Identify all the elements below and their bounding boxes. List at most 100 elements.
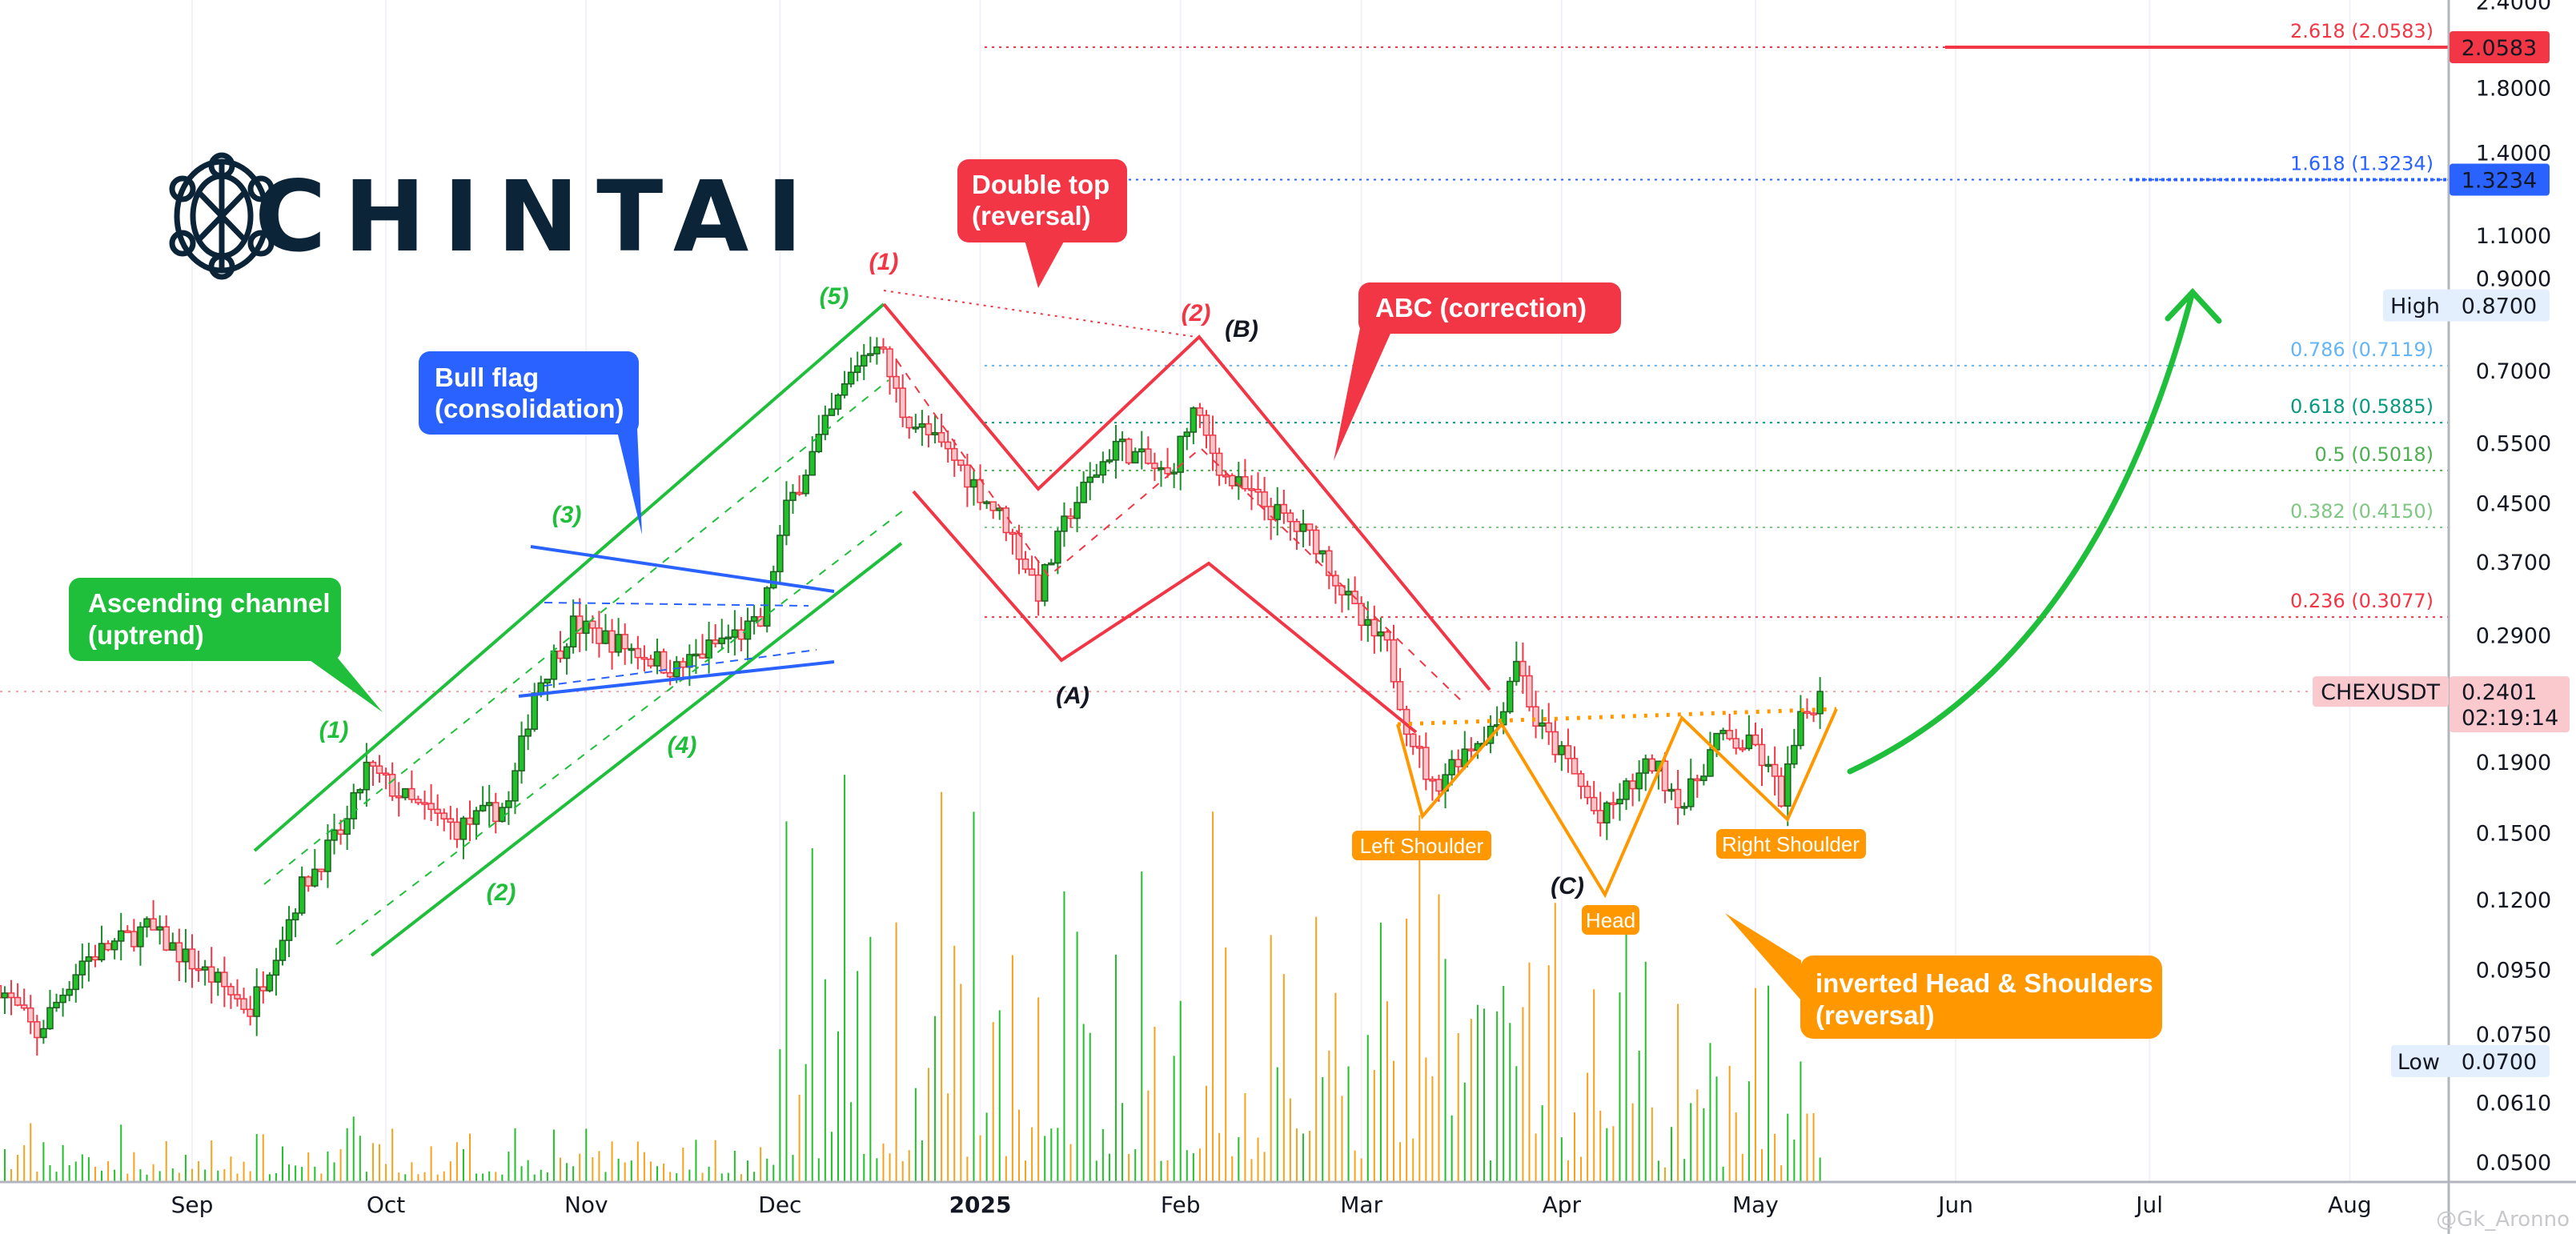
inverted-head-shoulders-callout[interactable]: inverted Head & Shoulders (reversal) — [1725, 913, 2162, 1039]
target-arrow — [1847, 287, 2222, 775]
candle-body — [1396, 681, 1404, 711]
candle-up — [311, 849, 319, 888]
candle-body — [737, 629, 745, 640]
time-tick-label: Nov — [564, 1192, 608, 1218]
candle-body — [66, 988, 73, 996]
candle-body — [899, 387, 906, 419]
candle-up — [1539, 709, 1546, 739]
price-axis-badges: 2.0583 1.3234 High 0.8700 Low 0.0700 CHEXUSDT 0… — [2313, 31, 2570, 1077]
logo-wordmark: CHINTAI — [255, 160, 821, 274]
time-axis[interactable]: Sep Oct Nov Dec 2025 Feb Mar Apr May Jun Jul Aug — [171, 1192, 2372, 1218]
candle-up — [1345, 578, 1352, 611]
candle-body — [750, 615, 758, 622]
time-tick-label: Aug — [2328, 1192, 2372, 1218]
candle-body — [279, 940, 287, 961]
candle-up — [776, 524, 784, 583]
candle-body — [1009, 531, 1017, 535]
candle-body — [1021, 558, 1029, 570]
candle-up — [809, 436, 816, 476]
candle-body — [1416, 746, 1423, 749]
candle-body — [531, 692, 538, 730]
candle-body — [1771, 763, 1779, 777]
price-axis-bg — [2450, 0, 2576, 1234]
candle-body — [1629, 780, 1636, 790]
callout-line-2: (reversal) — [972, 201, 1091, 230]
candle-body — [1138, 448, 1146, 453]
price-tick-label: 0.4500 — [2476, 492, 2551, 517]
candle-body — [117, 930, 125, 942]
candle-body — [331, 829, 338, 841]
candle-down — [453, 807, 461, 848]
candle-down — [227, 983, 235, 1009]
candle-body — [1726, 730, 1733, 739]
candle-up — [789, 483, 796, 515]
candle-down — [1777, 767, 1785, 808]
candle-body — [1145, 448, 1152, 464]
fib-price-badge — [2450, 31, 2550, 64]
candle-body — [1118, 439, 1126, 443]
candle-down — [1267, 497, 1274, 540]
candle-up — [1719, 727, 1727, 741]
candle-down — [1526, 665, 1533, 711]
candle-body — [143, 918, 150, 928]
candle-body — [421, 802, 428, 805]
candle-up — [1086, 462, 1093, 501]
ascending-channel-callout[interactable]: Ascending channel (uptrend) — [69, 578, 383, 712]
candle-up — [821, 405, 829, 441]
price-tick-label: 0.7000 — [2476, 359, 2551, 384]
time-tick-label: Sep — [171, 1192, 214, 1218]
time-tick-label: Jun — [1936, 1192, 1973, 1218]
chintai-logo: CHINTAI — [169, 152, 821, 280]
candle-body — [608, 630, 616, 653]
abc-correction-channel[interactable] — [882, 290, 1491, 734]
candle-down — [1804, 698, 1811, 719]
candle-up — [285, 906, 293, 958]
inverted-head-shoulders[interactable] — [1396, 707, 1838, 899]
last-price-value: 0.2401 — [2462, 680, 2537, 705]
candle-down — [415, 795, 422, 806]
candle-down — [150, 899, 157, 931]
candle-up — [1764, 755, 1772, 773]
candle-body — [1661, 760, 1669, 791]
candle-down — [124, 925, 131, 934]
candle-body — [272, 960, 280, 976]
price-axis[interactable]: 2.4000 1.8000 1.4000 1.1000 0.9000 0.7000 0.55… — [2476, 0, 2551, 1176]
ascending-channel[interactable] — [253, 302, 907, 957]
candle-up — [459, 815, 467, 859]
candle-down — [1771, 746, 1779, 796]
candle-up — [1061, 502, 1068, 547]
bull-flag-pattern[interactable] — [518, 545, 835, 698]
candle-down — [1545, 703, 1552, 745]
candle-down — [1202, 410, 1210, 449]
low-value: 0.0700 — [2462, 1050, 2537, 1075]
candle-down — [1215, 447, 1223, 487]
candle-down — [234, 979, 241, 1007]
low-badge — [2391, 1044, 2550, 1077]
candle-body — [447, 818, 455, 823]
candle-body — [699, 653, 706, 659]
candle-body — [861, 355, 868, 367]
price-tick-label: 1.8000 — [2476, 76, 2551, 101]
candle-body — [1242, 476, 1249, 490]
candle-up — [763, 586, 771, 633]
price-tick-label: 0.9000 — [2476, 267, 2551, 292]
fib-label: 0.236 (0.3077) — [2290, 590, 2434, 612]
candle-up — [1, 986, 9, 1015]
price-tick-label: 0.5500 — [2476, 432, 2551, 457]
candle-down — [492, 792, 500, 834]
candle-body — [91, 956, 99, 961]
candle-down — [1370, 605, 1378, 654]
abc-callout[interactable]: ABC (correction) — [1334, 282, 1621, 461]
candle-body — [1667, 788, 1675, 792]
candle-up — [1364, 601, 1371, 643]
candle-body — [215, 972, 222, 983]
candle-body — [1642, 758, 1649, 774]
candle-body — [499, 807, 506, 823]
candle-up — [750, 605, 758, 635]
candle-body — [576, 615, 584, 635]
candle-body — [1061, 515, 1068, 532]
double-top-callout[interactable]: Double top (reversal) — [957, 159, 1127, 288]
candle-up — [1138, 431, 1146, 470]
bull-flag-callout[interactable]: Bull flag (consolidation) — [419, 351, 642, 535]
